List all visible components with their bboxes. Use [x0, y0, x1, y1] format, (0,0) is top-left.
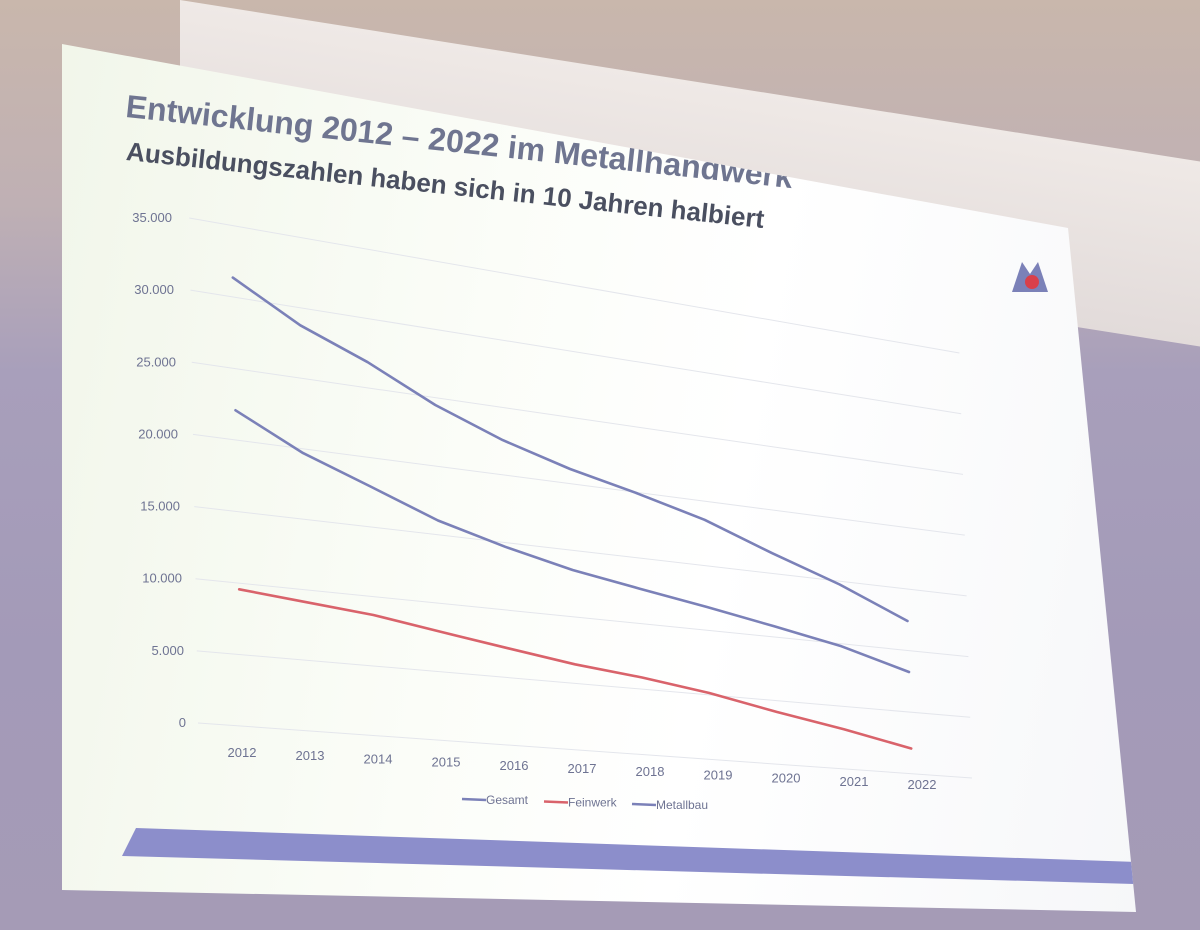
x-tick-label: 2018 [636, 764, 665, 779]
legend-swatch-feinwerk [543, 800, 569, 804]
gridline [192, 433, 965, 536]
y-tick-label: 0 [179, 715, 186, 730]
x-tick-label: 2022 [908, 777, 937, 792]
x-tick-label: 2016 [500, 758, 529, 773]
legend-swatch-metallbau [631, 802, 657, 807]
chart-gridlines [189, 217, 973, 779]
x-tick-label: 2020 [772, 771, 801, 786]
legend-label-gesamt: Gesamt [486, 793, 529, 807]
series-line-feinwerk [237, 587, 913, 750]
series-line-metallbau [234, 408, 911, 674]
chart-series [231, 276, 913, 750]
y-tick-label: 10.000 [142, 571, 182, 586]
x-tick-label: 2012 [228, 745, 257, 760]
y-tick-label: 25.000 [136, 354, 176, 369]
gridline [190, 289, 962, 415]
x-tick-label: 2021 [840, 774, 869, 789]
gridline [191, 361, 964, 475]
x-tick-label: 2015 [432, 755, 461, 770]
y-tick-label: 5.000 [151, 643, 184, 658]
gridline [195, 578, 969, 658]
legend-label-feinwerk: Feinwerk [568, 796, 618, 810]
y-tick-label: 30.000 [134, 282, 174, 297]
x-tick-label: 2017 [568, 761, 597, 776]
gridline [189, 217, 960, 354]
x-tick-label: 2019 [704, 767, 733, 782]
series-line-gesamt [231, 276, 909, 623]
y-tick-label: 15.000 [140, 499, 180, 514]
gridline [196, 650, 971, 718]
y-tick-label: 35.000 [132, 210, 172, 225]
legend-label-metallbau: Metallbau [656, 798, 708, 812]
y-tick-label: 20.000 [138, 426, 178, 441]
metallhandwerk-logo-icon [1012, 262, 1048, 292]
x-tick-label: 2013 [296, 748, 325, 763]
legend-swatch-gesamt [461, 797, 487, 802]
gridline [197, 722, 973, 779]
gridline [194, 506, 967, 597]
chart-legend: Gesamt Feinwerk Metallbau [461, 793, 708, 812]
y-axis-tick-labels: 0 5.000 10.000 15.000 20.000 25.000 30.000 35.0… [132, 210, 186, 730]
x-axis-tick-labels: 2012 2013 2014 2015 2016 2017 2018 2019 2020 2021… [228, 745, 937, 792]
x-tick-label: 2014 [364, 751, 393, 766]
